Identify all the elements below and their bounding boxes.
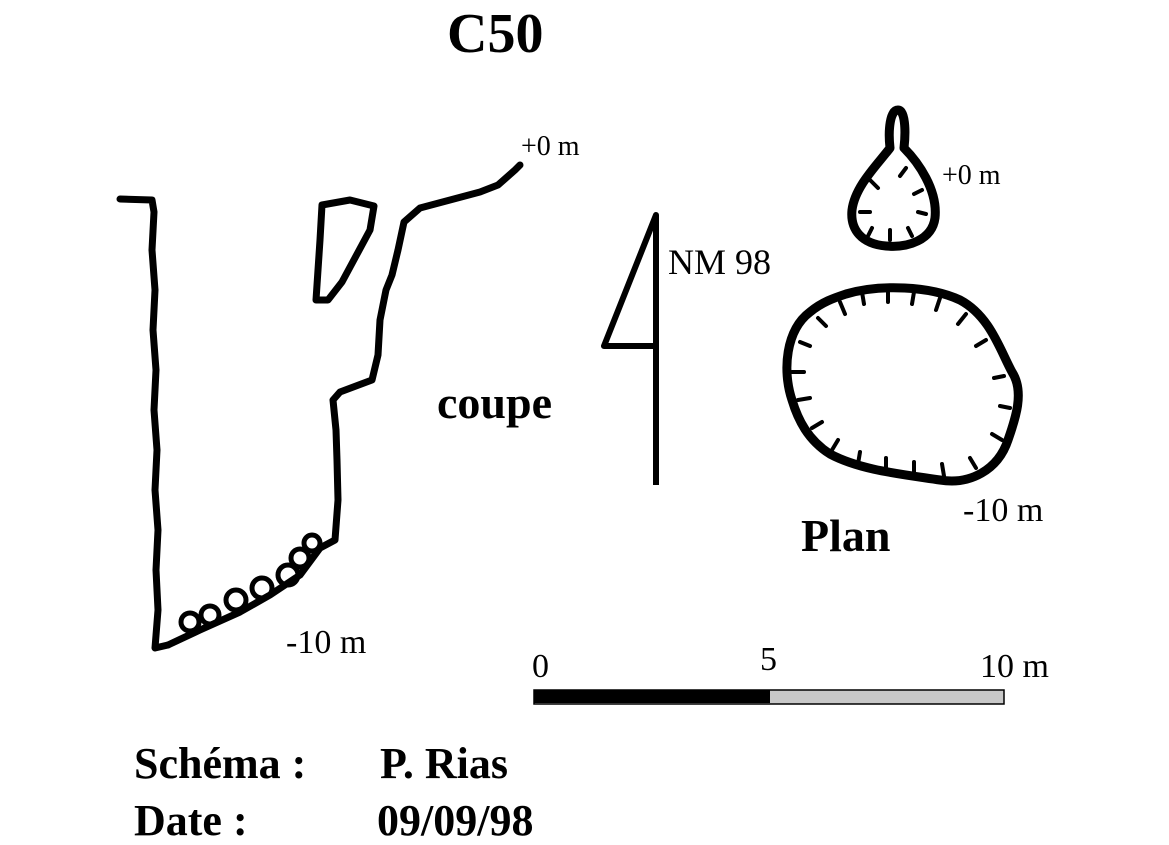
- section-left-wall: [116, 195, 172, 652]
- date-label: Date :: [134, 796, 248, 845]
- scale-bar: [533, 689, 1005, 705]
- section-bottom-depth: -10 m: [286, 624, 367, 661]
- scale-tick-end: 10 m: [980, 648, 1049, 685]
- plan-upper-pit-hachures: [858, 166, 928, 242]
- plan-bottom-depth: -10 m: [963, 492, 1044, 529]
- schema-author: P. Rias: [380, 739, 508, 788]
- scale-tick-0: 0: [532, 648, 549, 685]
- section-top-depth: +0 m: [521, 131, 580, 162]
- page-title: C50: [447, 3, 544, 65]
- schema-label: Schéma :: [134, 739, 307, 788]
- section-rubble: [178, 532, 323, 634]
- section-label: coupe: [437, 377, 552, 428]
- date-value: 09/09/98: [377, 796, 534, 845]
- plan-upper-pit: [847, 105, 940, 251]
- section-pillar: [312, 196, 378, 304]
- plan-top-depth: +0 m: [942, 160, 1001, 191]
- scale-tick-mid: 5: [760, 641, 777, 678]
- scale-bar-filled: [534, 690, 770, 703]
- plan-main-chamber: [782, 283, 1023, 486]
- plan-label: Plan: [801, 510, 891, 561]
- plan-main-chamber-hachures: [790, 288, 1012, 478]
- north-label: NM 98: [668, 242, 772, 282]
- north-arrow: [601, 212, 659, 485]
